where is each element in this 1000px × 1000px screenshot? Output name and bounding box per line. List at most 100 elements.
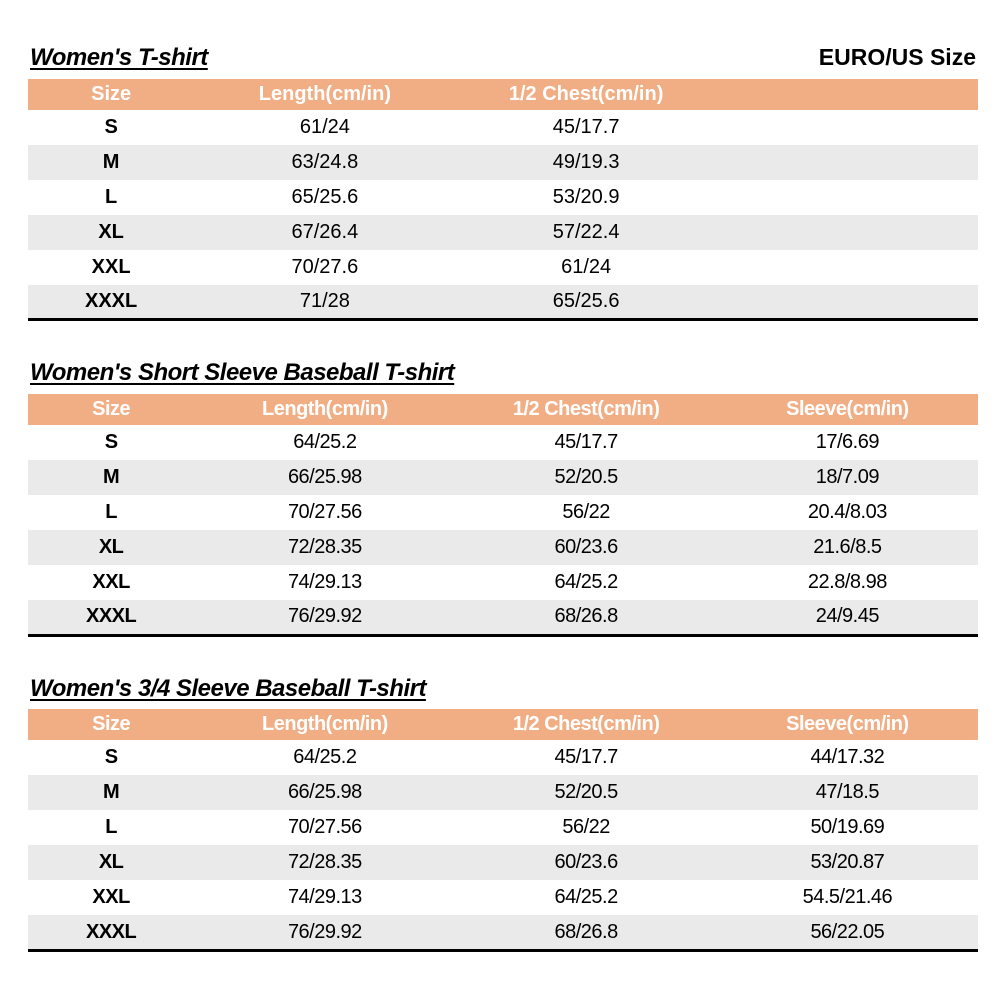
measurement-cell: 56/22 <box>562 501 610 524</box>
table-row: XXL 74/29.13 64/25.2 54.5/21.46 <box>28 880 978 915</box>
table-row: S 64/25.2 45/17.7 17/6.69 <box>28 425 978 460</box>
measurement-cell: 45/17.7 <box>554 431 619 454</box>
table-row: L 70/27.56 56/22 50/19.69 <box>28 810 978 845</box>
measurement-cell: 66/25.98 <box>287 781 362 804</box>
table-row: M 66/25.98 52/20.5 47/18.5 <box>28 775 978 811</box>
column-header: Size <box>28 78 195 110</box>
measurement-cell: 44/17.32 <box>810 746 885 769</box>
table-row: XXL 74/29.13 64/25.2 22.8/8.98 <box>28 565 978 600</box>
measurement-cell: 68/26.8 <box>554 605 619 628</box>
measurement-cell: 52/20.5 <box>554 466 619 489</box>
column-header: 1/2 Chest(cm/in) <box>455 394 717 426</box>
column-header: 1/2 Chest(cm/in) <box>455 78 717 110</box>
measurement-cell: 64/25.2 <box>293 746 357 769</box>
table-row: XXXL 71/28 65/25.6 <box>28 284 978 320</box>
measurement-cell: 18/7.09 <box>815 466 880 489</box>
measurement-cell: 49/19.3 <box>552 150 620 173</box>
table-row: S 61/24 45/17.7 <box>28 110 978 145</box>
table-row: XXXL 76/29.92 68/26.8 24/9.45 <box>28 600 978 636</box>
column-header: Sleeve(cm/in) <box>716 709 978 741</box>
size-cell: M <box>102 150 120 173</box>
measurement-cell: 68/26.8 <box>554 920 619 943</box>
size-cell: XL <box>98 536 124 559</box>
measurement-cell: 57/22.4 <box>552 220 620 243</box>
measurement-cell: 60/23.6 <box>554 536 619 559</box>
size-cell: S <box>104 431 118 454</box>
size-cell: S <box>104 115 118 138</box>
measurement-cell: 71/28 <box>299 290 350 313</box>
section-three-quarter-sleeve-baseball: Women's 3/4 Sleeve Baseball T-shirt Size… <box>28 675 978 952</box>
measurement-cell: 64/25.2 <box>554 886 619 909</box>
table-row: S 64/25.2 45/17.7 44/17.32 <box>28 740 978 775</box>
column-header: Size <box>28 394 195 426</box>
table-title: Women's T-shirt <box>30 44 208 71</box>
column-header: Size <box>28 709 195 741</box>
measurement-cell: 72/28.35 <box>287 851 362 874</box>
measurement-cell: 45/17.7 <box>552 115 620 138</box>
header-row: Size Length(cm/in) 1/2 Chest(cm/in) Sleeve(… <box>28 709 978 741</box>
title-row: Women's Short Sleeve Baseball T-shirt <box>30 359 976 388</box>
title-row: Women's T-shirt EURO/US Size <box>30 44 976 73</box>
measurement-cell: 56/22.05 <box>810 920 885 943</box>
section-short-sleeve-baseball: Women's Short Sleeve Baseball T-shirt Si… <box>28 359 978 637</box>
measurement-cell: 24/9.45 <box>815 605 880 628</box>
measurement-cell: 76/29.92 <box>287 920 362 943</box>
measurement-cell: 22.8/8.98 <box>807 571 887 594</box>
measurement-cell: 50/19.69 <box>810 816 885 839</box>
measurement-cell <box>717 180 978 215</box>
measurement-cell: 56/22 <box>562 816 610 839</box>
size-cell: M <box>103 466 120 489</box>
measurement-cell: 63/24.8 <box>291 150 359 173</box>
measurement-cell: 76/29.92 <box>287 605 362 628</box>
table-title: Women's Short Sleeve Baseball T-shirt <box>30 359 455 387</box>
column-header: Length(cm/in) <box>194 78 456 110</box>
measurement-cell: 64/25.2 <box>293 431 357 454</box>
measurement-cell: 65/25.6 <box>291 185 359 208</box>
size-cell: XXXL <box>86 920 137 943</box>
measurement-cell: 17/6.69 <box>815 431 880 454</box>
size-cell: L <box>105 501 117 524</box>
table-row: L 70/27.56 56/22 20.4/8.03 <box>28 495 978 530</box>
size-standard-label: EURO/US Size <box>818 44 976 70</box>
measurement-cell: 21.6/8.5 <box>813 536 882 559</box>
measurement-cell: 52/20.5 <box>554 781 619 804</box>
measurement-cell <box>717 285 978 320</box>
table-row: XL 67/26.4 57/22.4 <box>28 214 978 250</box>
section-womens-tshirt: Women's T-shirt EURO/US Size Size Length(… <box>28 44 978 322</box>
measurement-cell: 61/24 <box>299 115 350 138</box>
measurement-cell: 65/25.6 <box>552 290 620 313</box>
size-cell: XXXL <box>86 605 137 628</box>
measurement-cell: 54.5/21.46 <box>802 886 893 909</box>
size-table-womens-tshirt: Size Length(cm/in) 1/2 Chest(cm/in) S 61/24 4… <box>28 78 978 322</box>
measurement-cell: 47/18.5 <box>815 781 880 804</box>
size-cell: XXXL <box>85 290 138 313</box>
measurement-cell: 66/25.98 <box>287 466 362 489</box>
table-title: Women's 3/4 Sleeve Baseball T-shirt <box>30 674 426 702</box>
measurement-cell: 74/29.13 <box>287 571 362 594</box>
column-header: Sleeve(cm/in) <box>716 394 978 426</box>
column-header: 1/2 Chest(cm/in) <box>455 709 717 741</box>
size-cell: M <box>103 781 120 804</box>
size-cell: L <box>105 816 117 839</box>
column-header: Length(cm/in) <box>194 709 456 741</box>
measurement-cell: 70/27.56 <box>287 501 362 524</box>
size-table-three-quarter-sleeve-baseball: Size Length(cm/in) 1/2 Chest(cm/in) Sleeve(… <box>28 709 978 952</box>
measurement-cell: 60/23.6 <box>554 851 619 874</box>
size-cell: XXL <box>92 571 130 594</box>
measurement-cell <box>717 215 978 250</box>
table-row: M 66/25.98 52/20.5 18/7.09 <box>28 460 978 496</box>
measurement-cell: 64/25.2 <box>554 571 619 594</box>
measurement-cell: 53/20.87 <box>810 851 885 874</box>
size-cell: XL <box>98 851 124 874</box>
table-row: XL 72/28.35 60/23.6 21.6/8.5 <box>28 530 978 566</box>
measurement-cell: 67/26.4 <box>291 220 359 243</box>
table-row: M 63/24.8 49/19.3 <box>28 144 978 180</box>
measurement-cell: 70/27.6 <box>291 255 359 278</box>
measurement-cell <box>717 250 978 285</box>
measurement-cell <box>717 145 978 180</box>
measurement-cell: 70/27.56 <box>287 816 362 839</box>
size-cell: XL <box>98 220 124 243</box>
title-row: Women's 3/4 Sleeve Baseball T-shirt <box>30 675 976 704</box>
column-header: Length(cm/in) <box>194 394 456 426</box>
